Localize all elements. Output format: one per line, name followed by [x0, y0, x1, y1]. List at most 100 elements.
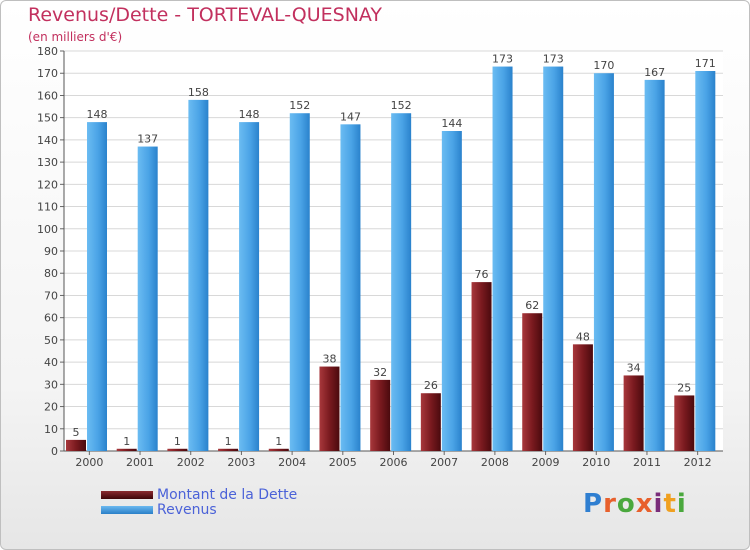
- bar-revenus: [543, 66, 564, 452]
- brand-letter: i: [653, 489, 664, 519]
- legend-item-dette: Montant de la Dette: [101, 486, 298, 503]
- bar-dette: [319, 366, 340, 451]
- y-tick-label: 50: [44, 334, 58, 347]
- bar-dette: [674, 395, 695, 451]
- x-tick-label: 2000: [75, 456, 103, 469]
- chart-subtitle: (en milliers d'€): [28, 30, 123, 44]
- data-label: 170: [593, 59, 614, 72]
- y-tick-label: 110: [37, 201, 58, 214]
- bar-dette: [420, 393, 441, 451]
- bar-dette: [623, 375, 644, 451]
- y-tick-label: 100: [37, 223, 58, 236]
- data-label: 1: [225, 435, 232, 448]
- bar-revenus: [391, 113, 412, 451]
- brand-letter: P: [583, 489, 604, 519]
- x-tick-label: 2002: [177, 456, 205, 469]
- y-tick-label: 60: [44, 312, 58, 325]
- y-tick-label: 70: [44, 289, 58, 302]
- bar-dette: [370, 379, 391, 451]
- bar-revenus: [593, 73, 614, 451]
- bar-dette: [116, 448, 137, 451]
- data-label: 32: [373, 366, 387, 379]
- legend-label-revenus: Revenus: [157, 501, 217, 518]
- bar-revenus: [289, 113, 310, 451]
- bar-revenus: [340, 124, 361, 451]
- brand-letter: r: [603, 489, 617, 519]
- y-tick-label: 80: [44, 267, 58, 280]
- x-tick-label: 2009: [532, 456, 560, 469]
- data-label: 144: [441, 117, 462, 130]
- y-tick-label: 90: [44, 245, 58, 258]
- legend-item-revenus: Revenus: [101, 501, 297, 518]
- brand-letter: t: [663, 489, 677, 519]
- bar-dette: [218, 448, 239, 451]
- data-label: 158: [188, 86, 209, 99]
- y-tick-label: 160: [37, 89, 58, 102]
- x-tick-label: 2005: [329, 456, 357, 469]
- legend-label-dette: Montant de la Dette: [157, 486, 298, 503]
- bar-revenus: [644, 79, 665, 451]
- data-label: 152: [289, 99, 310, 112]
- data-label: 34: [627, 361, 641, 374]
- x-tick-label: 2008: [481, 456, 509, 469]
- data-label: 26: [424, 379, 438, 392]
- y-tick-label: 20: [44, 401, 58, 414]
- legend-swatch-revenus: [101, 505, 153, 514]
- x-tick-label: 2004: [278, 456, 306, 469]
- data-label: 173: [543, 53, 564, 66]
- bar-dette: [522, 313, 543, 451]
- data-label: 76: [475, 268, 489, 281]
- bar-dette: [167, 448, 188, 451]
- y-tick-label: 0: [51, 445, 58, 458]
- data-label: 38: [322, 353, 336, 366]
- legend: Montant de la Dette Revenus: [101, 486, 298, 518]
- x-tick-label: 2006: [380, 456, 408, 469]
- y-tick-label: 40: [44, 356, 58, 369]
- data-label: 148: [87, 108, 108, 121]
- y-tick-label: 170: [37, 67, 58, 80]
- legend-swatch-dette: [101, 490, 153, 499]
- data-label: 1: [174, 435, 181, 448]
- x-tick-label: 2003: [227, 456, 255, 469]
- x-tick-label: 2012: [684, 456, 712, 469]
- brand-letter: o: [616, 489, 636, 519]
- y-tick-label: 150: [37, 112, 58, 125]
- y-tick-label: 30: [44, 378, 58, 391]
- data-label: 1: [275, 435, 282, 448]
- x-tick-label: 2010: [582, 456, 610, 469]
- data-label: 48: [576, 330, 590, 343]
- data-label: 152: [391, 99, 412, 112]
- bar-revenus: [87, 122, 107, 451]
- brand-letter: x: [635, 489, 654, 519]
- data-label: 62: [525, 299, 539, 312]
- data-label: 148: [239, 108, 260, 121]
- bar-revenus: [492, 66, 513, 452]
- bar-dette: [471, 282, 492, 451]
- data-label: 25: [677, 381, 691, 394]
- bar-dette: [268, 448, 289, 451]
- bar-dette: [66, 439, 86, 451]
- y-tick-label: 10: [44, 423, 58, 436]
- x-tick-label: 2011: [633, 456, 661, 469]
- y-tick-label: 130: [37, 156, 58, 169]
- data-label: 1: [123, 435, 130, 448]
- bar-revenus: [239, 122, 260, 451]
- data-label: 137: [137, 133, 158, 146]
- data-label: 5: [73, 426, 80, 439]
- bar-revenus: [137, 146, 158, 452]
- y-tick-label: 180: [37, 45, 58, 58]
- data-label: 173: [492, 53, 513, 66]
- data-label: 147: [340, 110, 361, 123]
- brand-letter: i: [676, 489, 687, 519]
- bar-revenus: [188, 99, 209, 451]
- x-tick-label: 2007: [430, 456, 458, 469]
- brand-logo: Proxiti: [583, 489, 687, 519]
- data-label: 171: [695, 57, 716, 70]
- y-tick-label: 120: [37, 178, 58, 191]
- data-label: 167: [644, 66, 665, 79]
- y-tick-label: 140: [37, 134, 58, 147]
- bar-revenus: [441, 131, 462, 451]
- x-tick-label: 2001: [126, 456, 154, 469]
